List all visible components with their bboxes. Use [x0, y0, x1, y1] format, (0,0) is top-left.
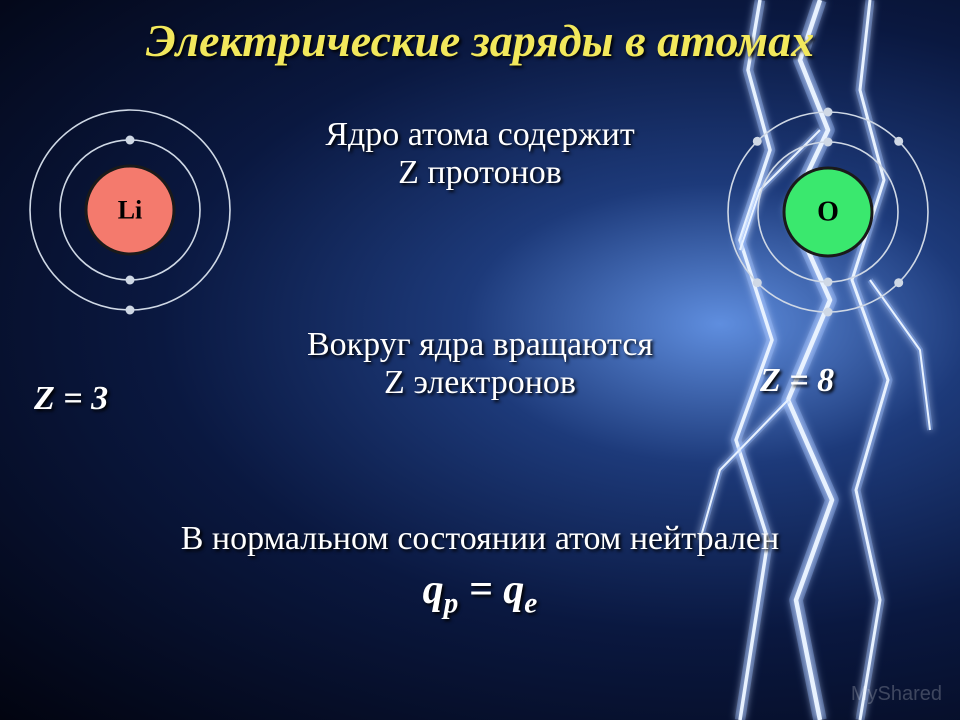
z-label-oxygen: Z = 8	[760, 362, 834, 400]
atom-lithium: Li	[20, 100, 240, 320]
para3-text: В нормальном состоянии атом нейтрален	[181, 520, 779, 557]
para1-line1: Ядро атома содержит	[325, 116, 634, 153]
atom-oxygen: O	[718, 102, 938, 322]
para2-line1: Вокруг ядра вращаются	[307, 326, 653, 363]
svg-text:O: O	[817, 197, 839, 228]
svg-text:Li: Li	[118, 196, 143, 225]
para1-line2: Z протонов	[398, 154, 562, 191]
formula-charge-equality: qp = qe	[0, 566, 960, 620]
z-label-lithium: Z = 3	[34, 380, 108, 418]
z-label-lithium-text: Z = 3	[34, 380, 108, 417]
para2-line2: Z электронов	[384, 364, 576, 401]
watermark-text: MyShared	[851, 683, 942, 705]
paragraph-neutral: В нормальном состоянии атом нейтрален	[0, 520, 960, 558]
z-label-oxygen-text: Z = 8	[760, 362, 834, 399]
title-text: Электрические заряды в атомах	[146, 15, 814, 66]
watermark: MyShared	[851, 683, 942, 706]
slide-title: Электрические заряды в атомах	[0, 14, 960, 67]
